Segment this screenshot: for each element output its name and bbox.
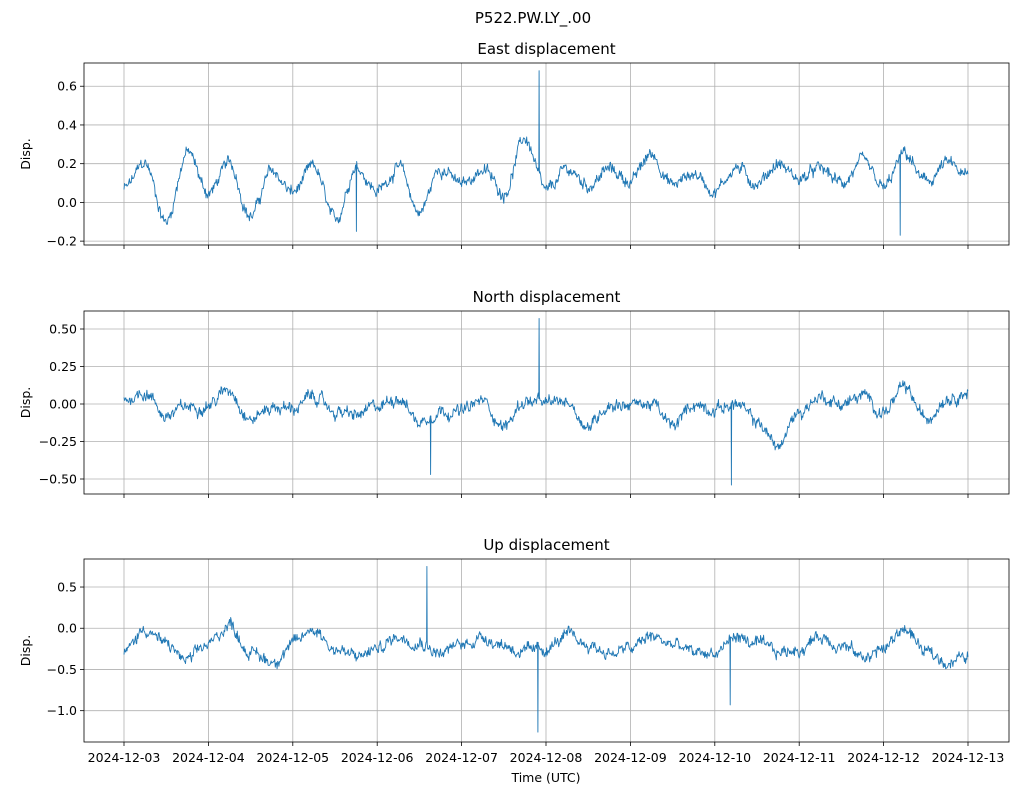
north-displacement-panel: −0.50 −0.25 0.00 0.25 0.50 North displacement…: [18, 288, 1010, 498]
up-displacement-series-line: [123, 565, 969, 733]
north-displacement-series-line: [123, 318, 969, 486]
east-displacement-y-tick-label: 0.4: [57, 117, 77, 132]
up-displacement-y-tick-label: 0.5: [57, 580, 77, 595]
up-displacement-x-tick-label: 2024-12-11: [763, 750, 836, 765]
north-displacement-y-tick-label: −0.25: [39, 434, 77, 449]
up-displacement-x-tick-label: 2024-12-05: [256, 750, 329, 765]
north-displacement-y-tick-label: −0.50: [39, 472, 77, 487]
east-displacement-axes-frame: [83, 62, 1010, 246]
up-displacement-x-tick-label: 2024-12-12: [847, 750, 920, 765]
east-displacement-series-line: [123, 70, 969, 236]
up-displacement-y-tick-label: −1.0: [47, 703, 77, 718]
east-displacement-y-tick-label: 0.0: [57, 195, 77, 210]
up-displacement-x-tick-label: 2024-12-04: [172, 750, 245, 765]
north-displacement-y-tick-label: 0.50: [49, 322, 77, 337]
up-displacement-x-tick-label: 2024-12-06: [341, 750, 414, 765]
up-displacement-x-tick-label: 2024-12-07: [425, 750, 498, 765]
east-displacement-y-tick-label: 0.2: [57, 156, 77, 171]
east-displacement-title: East displacement: [477, 40, 615, 58]
up-displacement-x-tick-label: 2024-12-13: [932, 750, 1005, 765]
up-displacement-axes-frame: [83, 558, 1010, 743]
up-displacement-x-tick-label: 2024-12-03: [88, 750, 161, 765]
up-displacement-x-tick-label: 2024-12-09: [594, 750, 667, 765]
up-displacement-y-tick-label: 0.0: [57, 621, 77, 636]
east-displacement-panel: −0.2 0.0 0.2 0.4 0.6 East displacement Disp.: [18, 40, 1010, 249]
up-displacement-title: Up displacement: [483, 536, 609, 554]
north-displacement-y-tick-label: 0.25: [49, 359, 77, 374]
up-displacement-x-tick-label: 2024-12-08: [510, 750, 583, 765]
east-displacement-y-tick-label: −0.2: [47, 234, 77, 249]
north-displacement-y-tick-label: 0.00: [49, 397, 77, 412]
north-displacement-title: North displacement: [473, 288, 621, 306]
east-displacement-y-tick-label: 0.6: [57, 79, 77, 94]
up-displacement-y-tick-label: −0.5: [47, 662, 77, 677]
north-displacement-axes-frame: [83, 310, 1010, 495]
east-displacement-y-axis-label: Disp.: [18, 138, 33, 170]
north-displacement-y-axis-label: Disp.: [18, 387, 33, 419]
up-displacement-y-axis-label: Disp.: [18, 635, 33, 667]
up-displacement-x-axis-label: Time (UTC): [510, 770, 580, 785]
up-displacement-x-tick-label: 2024-12-10: [678, 750, 751, 765]
figure-title: P522.PW.LY_.00: [475, 9, 591, 28]
up-displacement-panel: −1.0 −0.5 0.0 0.5 Up displacement Disp. 2024-1…: [18, 536, 1010, 785]
